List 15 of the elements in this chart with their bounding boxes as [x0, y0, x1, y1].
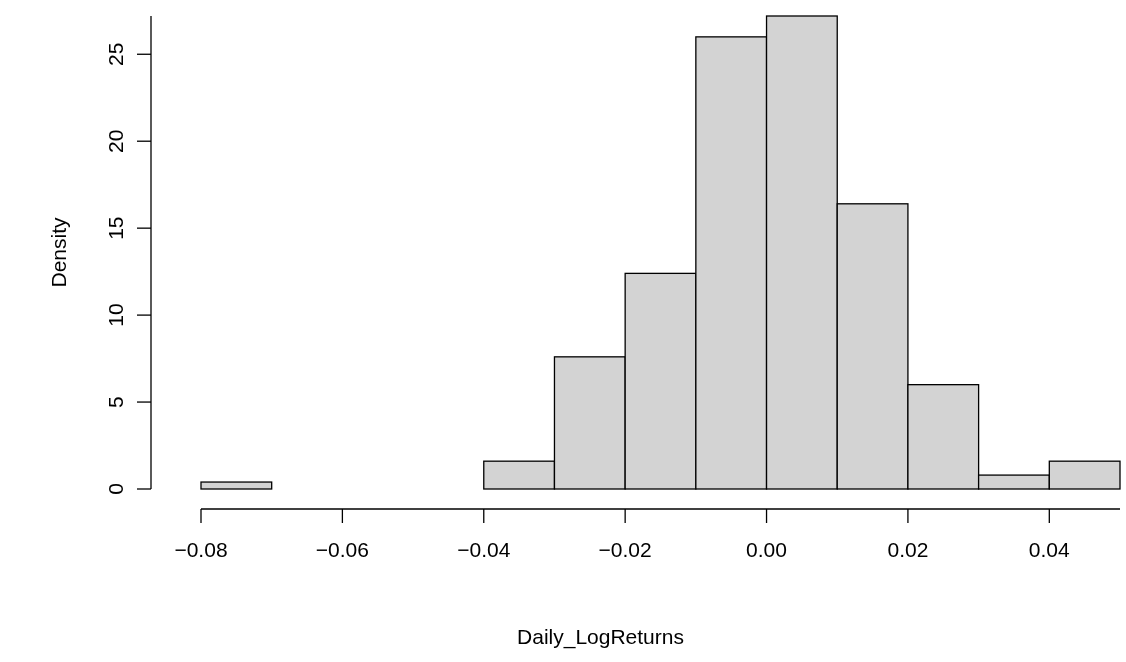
y-tick-label: 25: [104, 42, 127, 66]
y-tick-label: 5: [104, 396, 127, 408]
x-tick-label: 0.02: [887, 538, 929, 561]
x-tick-label: 0.00: [746, 538, 787, 561]
y-tick-label: 0: [104, 483, 127, 495]
x-axis-title: Daily_LogReturns: [517, 625, 684, 649]
x-tick-label: −0.08: [174, 538, 228, 561]
x-tick-label: −0.06: [315, 538, 369, 561]
y-tick-label: 20: [104, 129, 127, 153]
y-tick-label: 10: [104, 303, 127, 327]
x-tick-label: 0.04: [1028, 538, 1071, 561]
y-axis-title: Density: [47, 216, 70, 288]
x-tick-label: −0.02: [598, 538, 652, 561]
y-tick-label: 15: [104, 216, 127, 240]
x-tick-label: −0.04: [457, 538, 511, 561]
